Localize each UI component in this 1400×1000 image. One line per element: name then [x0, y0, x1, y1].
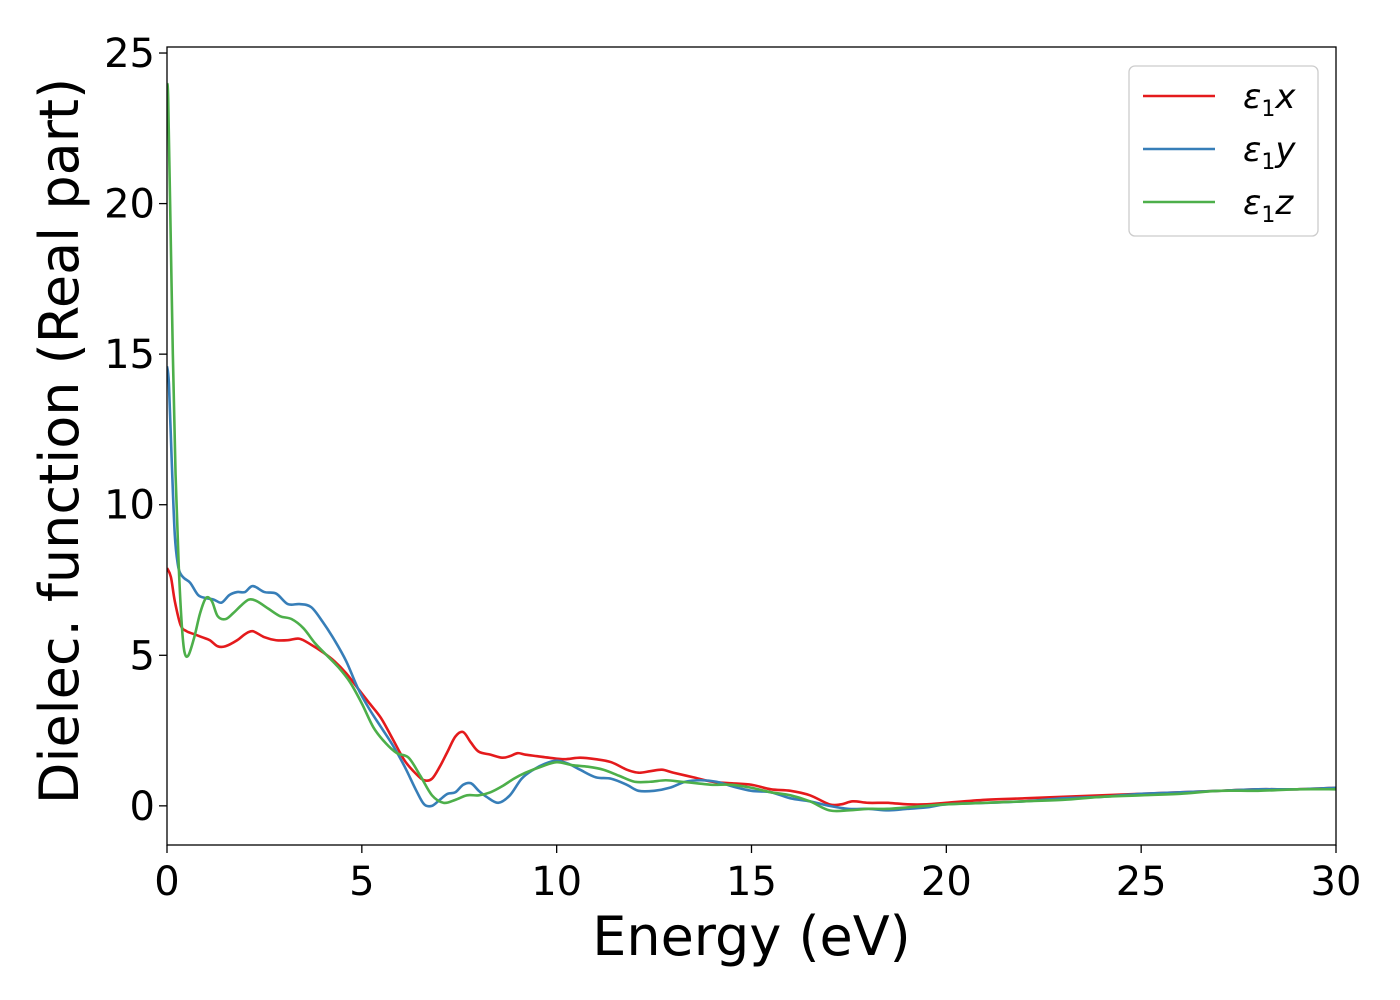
y-axis-label: Dielec. function (Real part) — [28, 78, 91, 804]
x-tick-label: 20 — [921, 859, 972, 905]
x-tick-label: 0 — [154, 859, 179, 905]
y-tick-label: 25 — [104, 31, 155, 77]
y-axis: 0 5 10 15 20 25 — [104, 31, 167, 830]
x-axis: 0 5 10 15 20 25 30 — [154, 845, 1361, 905]
y-tick-label: 10 — [104, 483, 155, 529]
x-tick-label: 15 — [726, 859, 777, 905]
series-line-z — [167, 82, 1336, 813]
legend-box — [1128, 65, 1319, 237]
legend-label: ε1y — [1243, 130, 1296, 175]
plot-lines — [167, 82, 1336, 813]
y-tick-label: 0 — [130, 784, 155, 830]
y-tick-label: 5 — [130, 633, 155, 679]
series-line-x — [167, 567, 1336, 807]
legend-item: ε1x — [1143, 77, 1296, 122]
legend-label: ε1z — [1243, 183, 1294, 228]
x-tick-label: 10 — [531, 859, 582, 905]
x-tick-label: 30 — [1311, 859, 1362, 905]
y-tick-label: 15 — [104, 332, 155, 378]
y-tick-label: 20 — [104, 182, 155, 228]
legend: ε1x ε1y ε1z — [1128, 65, 1319, 237]
legend-label: ε1x — [1243, 77, 1296, 122]
series-line-y — [167, 366, 1336, 812]
x-tick-label: 5 — [349, 859, 374, 905]
x-axis-label: Energy (eV) — [592, 905, 911, 968]
legend-item: ε1z — [1143, 183, 1294, 228]
legend-item: ε1y — [1143, 130, 1296, 175]
x-tick-label: 25 — [1116, 859, 1167, 905]
